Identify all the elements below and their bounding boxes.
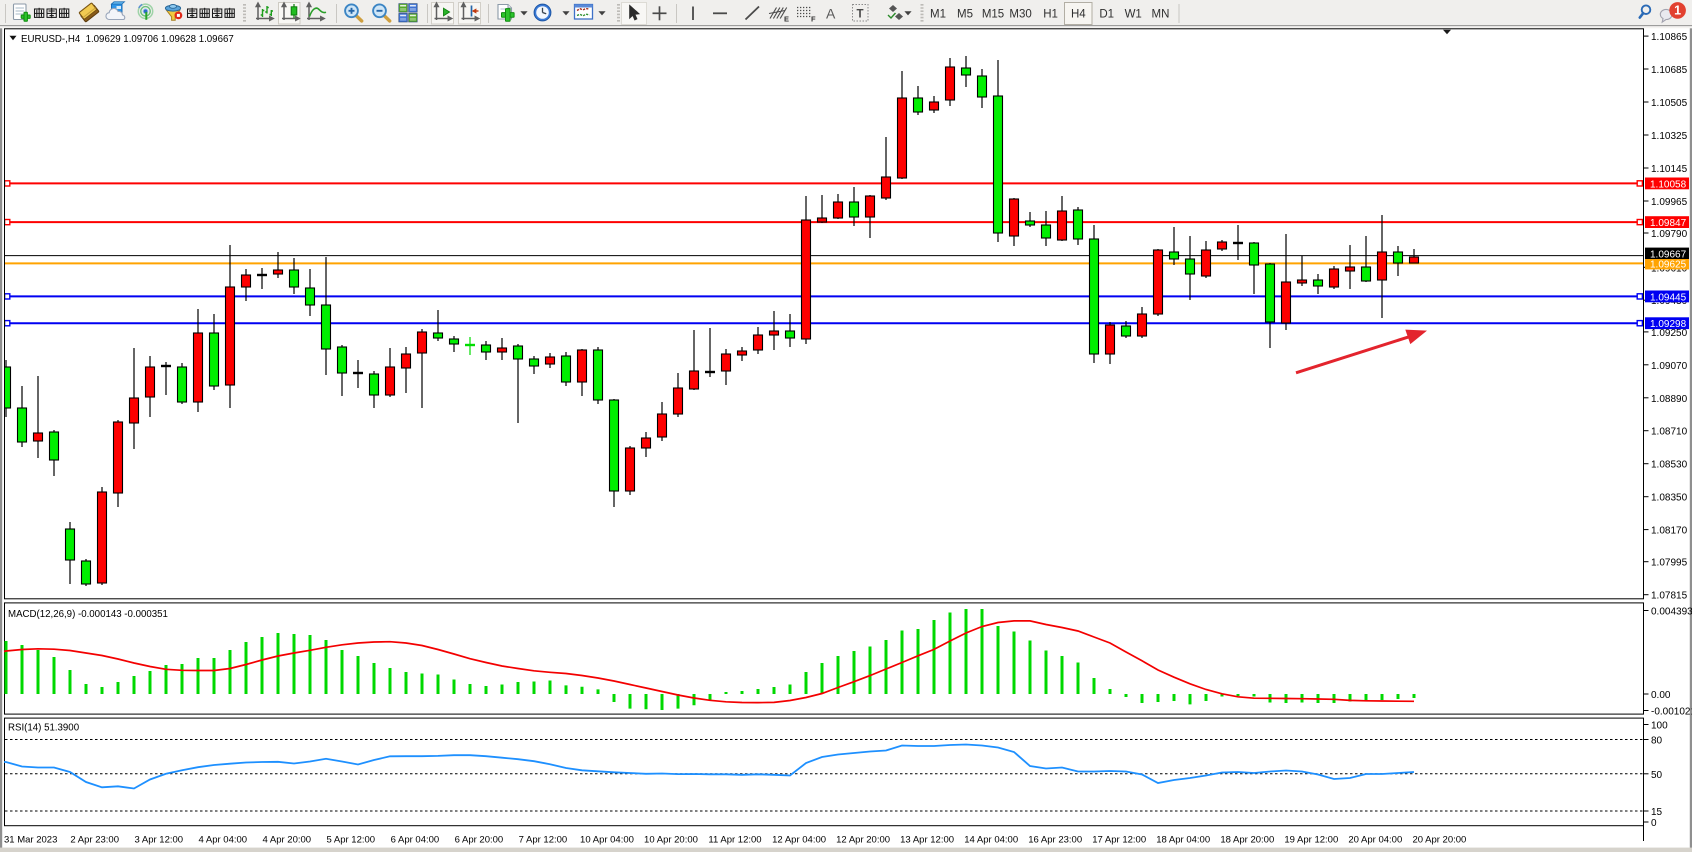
svg-text:RSI(14) 51.3900: RSI(14) 51.3900 [8, 723, 80, 734]
svg-text:E: E [784, 15, 789, 24]
svg-text:15: 15 [1651, 807, 1663, 818]
svg-text:80: 80 [1651, 736, 1663, 747]
svg-text:50: 50 [1651, 770, 1663, 781]
svg-text:1.08350: 1.08350 [1651, 493, 1688, 504]
svg-text:18 Apr 20:00: 18 Apr 20:00 [1220, 834, 1274, 845]
svg-text:7 Apr 12:00: 7 Apr 12:00 [519, 834, 568, 845]
svg-text:H1: H1 [1043, 8, 1058, 20]
svg-text:1.10058: 1.10058 [1650, 179, 1687, 190]
svg-text:16 Apr 23:00: 16 Apr 23:00 [1028, 834, 1082, 845]
svg-text:1.08530: 1.08530 [1651, 460, 1688, 471]
svg-text:1.09847: 1.09847 [1650, 218, 1687, 229]
svg-text:M5: M5 [957, 8, 973, 20]
svg-text:1.08890: 1.08890 [1651, 394, 1688, 405]
svg-text:1: 1 [1674, 4, 1681, 18]
svg-text:0.00: 0.00 [1651, 690, 1671, 701]
svg-text:1.09070: 1.09070 [1651, 361, 1688, 372]
svg-text:17 Apr 12:00: 17 Apr 12:00 [1092, 834, 1146, 845]
svg-text:1.10505: 1.10505 [1651, 98, 1688, 109]
svg-text:20 Apr 04:00: 20 Apr 04:00 [1348, 834, 1402, 845]
svg-text:1.08710: 1.08710 [1651, 427, 1688, 438]
svg-text:1.09250: 1.09250 [1651, 328, 1688, 339]
svg-text:A: A [826, 6, 836, 22]
svg-text:1.09298: 1.09298 [1650, 319, 1687, 330]
svg-text:M15: M15 [982, 8, 1004, 20]
svg-text:13 Apr 12:00: 13 Apr 12:00 [900, 834, 954, 845]
svg-text:31 Mar 2023: 31 Mar 2023 [4, 834, 57, 845]
svg-text:EURUSD-,H4 1.09629 1.09706 1.: EURUSD-,H4 1.09629 1.09706 1.09628 1.096… [21, 34, 234, 45]
svg-text:T: T [857, 9, 864, 21]
svg-text:1.07815: 1.07815 [1651, 591, 1688, 602]
svg-text:0: 0 [1651, 818, 1657, 829]
svg-text:12 Apr 04:00: 12 Apr 04:00 [772, 834, 826, 845]
svg-text:H4: H4 [1071, 8, 1086, 20]
svg-text:2 Apr 23:00: 2 Apr 23:00 [70, 834, 119, 845]
svg-text:1.10325: 1.10325 [1651, 131, 1688, 142]
svg-text:D1: D1 [1099, 8, 1114, 20]
svg-text:4 Apr 20:00: 4 Apr 20:00 [262, 834, 311, 845]
svg-text:1.09790: 1.09790 [1651, 229, 1688, 240]
svg-text:10 Apr 04:00: 10 Apr 04:00 [580, 834, 634, 845]
svg-text:1.09667: 1.09667 [1650, 249, 1687, 260]
svg-text:20 Apr 20:00: 20 Apr 20:00 [1412, 834, 1466, 845]
svg-text:MN: MN [1152, 8, 1170, 20]
svg-text:1.10865: 1.10865 [1651, 32, 1688, 43]
svg-text:1.09445: 1.09445 [1650, 292, 1687, 303]
svg-text:F: F [811, 15, 816, 24]
svg-text:W1: W1 [1125, 8, 1142, 20]
svg-text:6 Apr 20:00: 6 Apr 20:00 [455, 834, 504, 845]
svg-text:19 Apr 12:00: 19 Apr 12:00 [1284, 834, 1338, 845]
svg-text:4 Apr 04:00: 4 Apr 04:00 [198, 834, 247, 845]
svg-text:14 Apr 04:00: 14 Apr 04:00 [964, 834, 1018, 845]
svg-text:5 Apr 12:00: 5 Apr 12:00 [326, 834, 375, 845]
svg-text:1.09965: 1.09965 [1651, 197, 1688, 208]
svg-text:10 Apr 20:00: 10 Apr 20:00 [644, 834, 698, 845]
svg-text:1.07995: 1.07995 [1651, 558, 1688, 569]
svg-text:0.004393: 0.004393 [1651, 607, 1692, 618]
svg-text:1.10685: 1.10685 [1651, 65, 1688, 76]
svg-text:M30: M30 [1009, 8, 1031, 20]
svg-text:100: 100 [1651, 721, 1668, 732]
svg-text:1.09625: 1.09625 [1650, 260, 1687, 271]
svg-text:11 Apr 12:00: 11 Apr 12:00 [708, 834, 761, 845]
svg-text:MACD(12,26,9) -0.000143 -0.000: MACD(12,26,9) -0.000143 -0.000351 [8, 609, 168, 620]
svg-text:6 Apr 04:00: 6 Apr 04:00 [391, 834, 440, 845]
svg-text:3 Apr 12:00: 3 Apr 12:00 [134, 834, 183, 845]
svg-text:-0.001021: -0.001021 [1651, 707, 1692, 718]
svg-text:12 Apr 20:00: 12 Apr 20:00 [836, 834, 890, 845]
svg-text:M1: M1 [930, 8, 946, 20]
svg-text:18 Apr 04:00: 18 Apr 04:00 [1156, 834, 1210, 845]
svg-text:1.08170: 1.08170 [1651, 526, 1688, 537]
svg-text:1.10145: 1.10145 [1651, 164, 1688, 175]
